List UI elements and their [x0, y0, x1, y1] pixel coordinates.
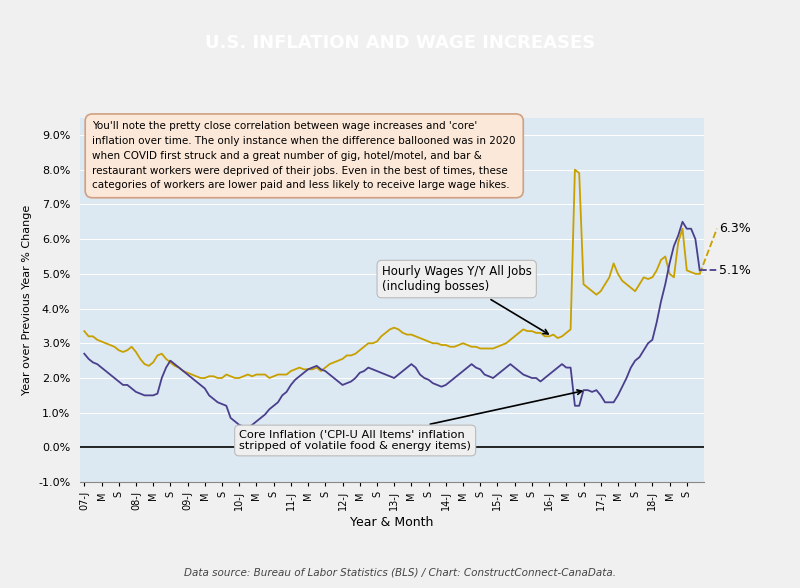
Text: 5.1%: 5.1% [719, 264, 751, 277]
Text: Hourly Wages Y/Y All Jobs
(including bosses): Hourly Wages Y/Y All Jobs (including bos… [382, 265, 548, 334]
Text: 6.3%: 6.3% [719, 222, 751, 235]
Text: U.S. INFLATION AND WAGE INCREASES: U.S. INFLATION AND WAGE INCREASES [205, 34, 595, 52]
Y-axis label: Year over Previous Year % Change: Year over Previous Year % Change [22, 205, 33, 395]
X-axis label: Year & Month: Year & Month [350, 516, 434, 529]
Text: You'll note the pretty close correlation between wage increases and 'core'
infla: You'll note the pretty close correlation… [93, 121, 516, 191]
Text: Data source: Bureau of Labor Statistics (BLS) / Chart: ConstructConnect-CanaData: Data source: Bureau of Labor Statistics … [184, 567, 616, 577]
Text: Core Inflation ('CPI-U All Items' inflation
stripped of volatile food & energy i: Core Inflation ('CPI-U All Items' inflat… [239, 390, 582, 452]
